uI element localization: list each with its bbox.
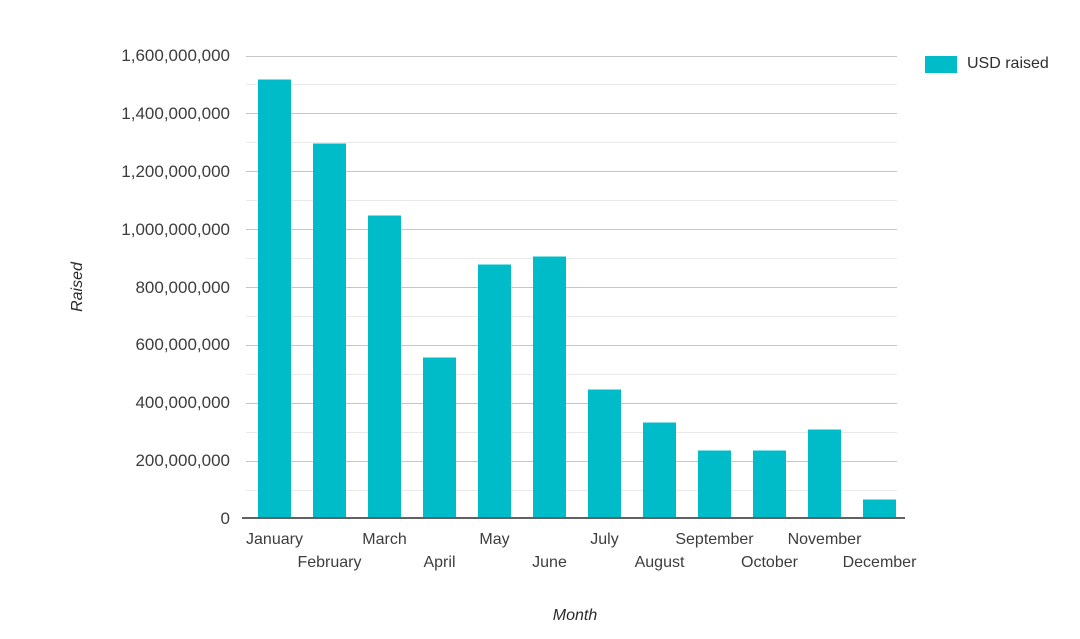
major-gridline (246, 229, 897, 231)
x-tick-label-july: July (590, 531, 619, 548)
major-gridline (246, 55, 897, 57)
bar-april[interactable] (423, 356, 456, 519)
y-tick-label: 1,600,000,000 (121, 46, 230, 65)
major-gridline (246, 287, 897, 288)
y-tick-label: 400,000,000 (135, 393, 230, 413)
x-tick-label-october: October (741, 554, 798, 571)
x-tick-label-april: April (423, 554, 456, 571)
bar-february[interactable] (313, 142, 346, 519)
x-tick-label-december: December (842, 554, 917, 571)
x-tick-label-january: January (246, 531, 303, 548)
major-gridline (246, 113, 897, 115)
bar-july[interactable] (588, 388, 621, 519)
y-tick-label: 0 (220, 509, 230, 528)
y-tick-label: 1,200,000,000 (121, 161, 230, 181)
minor-gridline (246, 489, 897, 491)
minor-gridline (246, 373, 897, 375)
bar-march[interactable] (368, 215, 401, 519)
minor-gridline (246, 142, 897, 144)
bar-december[interactable] (863, 498, 896, 519)
x-tick-label-february: February (297, 554, 362, 571)
x-tick-label-august: August (634, 554, 685, 571)
x-tick-label-september: September (675, 531, 754, 548)
bar-june[interactable] (533, 255, 566, 519)
y-tick-label: 200,000,000 (135, 451, 230, 471)
minor-gridline (246, 258, 897, 260)
plot-area (246, 55, 897, 519)
minor-gridline (246, 200, 897, 202)
legend-swatch-icon (925, 55, 957, 73)
x-tick-label-may: May (479, 531, 510, 548)
bar-november[interactable] (808, 429, 841, 519)
x-tick-label-november: November (787, 531, 862, 548)
legend[interactable]: USD raised (925, 54, 1049, 74)
y-tick-label: 800,000,000 (135, 277, 230, 297)
x-axis-title: Month (552, 607, 598, 624)
minor-gridline (246, 84, 897, 86)
bar-august[interactable] (643, 422, 676, 519)
major-gridline (246, 344, 897, 346)
minor-gridline (246, 315, 897, 317)
x-tick-label-march: March (362, 531, 407, 548)
y-tick-label: 600,000,000 (135, 335, 230, 355)
bar-september[interactable] (698, 449, 731, 519)
y-tick-label: 1,400,000,000 (121, 103, 230, 123)
bar-october[interactable] (753, 449, 786, 519)
y-tick-label: 1,000,000,000 (121, 219, 230, 239)
bar-january[interactable] (258, 79, 291, 519)
major-gridline (246, 460, 897, 462)
x-axis-line (242, 517, 905, 519)
major-gridline (246, 171, 897, 173)
bar-may[interactable] (478, 264, 511, 519)
x-tick-label-june: June (532, 554, 567, 571)
legend-label: USD raised (967, 55, 1049, 72)
major-gridline (246, 402, 897, 404)
minor-gridline (246, 431, 897, 433)
